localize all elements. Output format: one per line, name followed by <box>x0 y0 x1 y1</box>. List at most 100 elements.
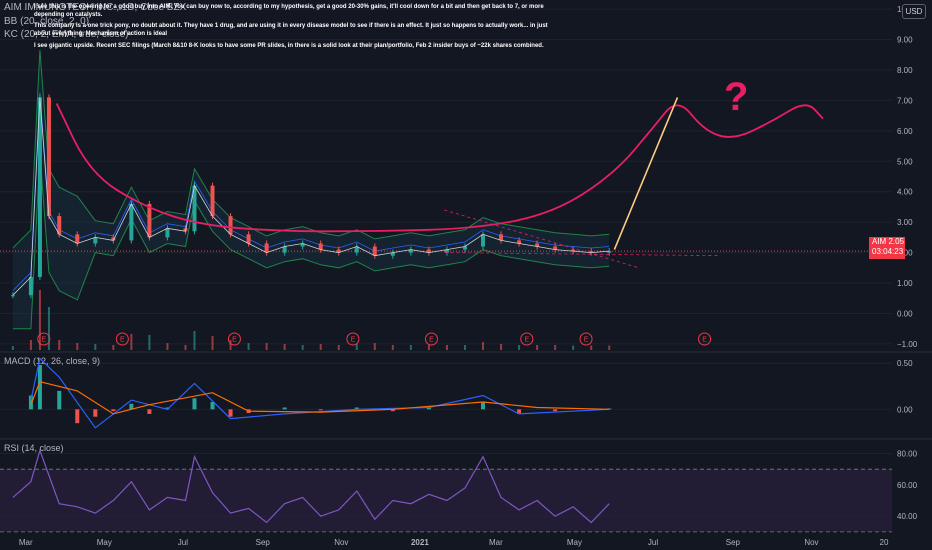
price-tick-label: 10 <box>897 5 906 14</box>
price-tag-countdown: 03:04:23 <box>872 247 904 256</box>
time-tick-label: Nov <box>804 538 818 547</box>
macd-histogram-bar <box>480 401 485 410</box>
candle-body <box>480 234 485 247</box>
volume-bar <box>29 340 32 350</box>
price-tick-label: 1.00 <box>897 279 913 288</box>
macd-histogram-bar <box>129 403 134 410</box>
candle-body <box>264 243 269 253</box>
candle-body <box>607 251 612 253</box>
candle-body <box>300 243 305 247</box>
grid-lines <box>0 8 932 517</box>
volume-bar <box>554 345 557 350</box>
time-tick-label: Mar <box>19 538 33 547</box>
rsi-title: RSI (14, close) <box>4 443 64 453</box>
volume-bar <box>590 345 593 350</box>
time-tick-label: May <box>567 538 582 547</box>
candle-body <box>553 246 558 250</box>
earnings-marker <box>346 332 360 346</box>
price-tick-label: 0.00 <box>897 309 913 318</box>
candle-body <box>192 185 197 232</box>
volume-bar <box>265 343 268 350</box>
time-tick-label: May <box>97 538 112 547</box>
volume-bar <box>391 345 394 350</box>
candle-body <box>408 249 413 253</box>
annotation-note-3: I see gigantic upside. Recent SEC filing… <box>34 43 544 49</box>
rsi-line <box>12 448 610 524</box>
volume-bar <box>337 345 340 350</box>
earnings-marker-label: E <box>524 337 529 344</box>
volume-bar <box>112 345 115 350</box>
price-tick-label: 4.00 <box>897 188 913 197</box>
kc-lower-line <box>12 153 610 330</box>
volume-bar <box>94 344 97 350</box>
price-tag-price: 2.05 <box>888 237 905 246</box>
candle-body <box>318 243 323 250</box>
price-axis[interactable]: 10 9.00 8.00 7.00 6.00 5.00 4.00 3.00 2.00 1.00 0.… <box>897 5 918 521</box>
volume-bar <box>184 345 187 350</box>
candle-body <box>462 246 467 250</box>
candle-body <box>535 243 540 247</box>
currency-badge[interactable]: USD <box>902 4 926 19</box>
macd-title: MACD (12, 26, close, 9) <box>4 356 100 366</box>
time-tick-label: Sep <box>256 538 271 547</box>
earnings-marker <box>579 332 593 346</box>
time-axis[interactable]: Mar May Jul Sep Nov 2021 Mar May Jul Sep Nov 20 <box>19 538 889 547</box>
earnings-marker <box>37 332 51 346</box>
candle-body <box>28 276 33 296</box>
volume-bar <box>608 345 611 350</box>
volume-bar <box>76 343 79 350</box>
rsi-tick-label: 60.00 <box>897 481 918 490</box>
symbol-legend[interactable]: AIM IMMUNOTECH INC., 1D, Cboe BZX <box>4 2 187 13</box>
projection-arrow <box>613 97 679 250</box>
macd-line <box>30 357 610 429</box>
bollinger-keltner-bands <box>0 50 892 330</box>
macd-histogram-bar <box>607 408 612 410</box>
macd-histogram-bar <box>228 409 233 417</box>
volume-bar <box>283 344 286 350</box>
earnings-marker-label: E <box>41 337 46 344</box>
macd-histogram-bar <box>37 365 42 410</box>
macd-pane: MACD (12, 26, close, 9) <box>4 356 612 429</box>
volume-bar <box>427 345 430 350</box>
projection-curve <box>55 102 824 233</box>
signal-line <box>30 380 610 415</box>
earnings-marker-label: E <box>429 337 434 344</box>
candle-body <box>37 97 42 277</box>
kc-legend[interactable]: KC (20, 2, EMA, true, close) <box>4 29 129 40</box>
candle-body <box>46 97 51 217</box>
price-tick-label: 9.00 <box>897 36 913 45</box>
rsi-tick-label: 80.00 <box>897 450 918 459</box>
candle-body <box>93 237 98 244</box>
macd-histogram-bar <box>192 398 197 410</box>
time-tick-label: 2021 <box>411 538 429 547</box>
volume-bar <box>445 345 448 350</box>
volume-bar <box>229 340 232 350</box>
macd-histogram-bar <box>553 409 558 412</box>
earnings-marker <box>115 332 129 346</box>
candle-body <box>111 237 116 241</box>
volume-bar <box>47 307 50 350</box>
candle-body <box>246 234 251 244</box>
price-tick-label: 6.00 <box>897 127 913 136</box>
time-tick-label: Jul <box>178 538 188 547</box>
earnings-marker-label: E <box>702 337 707 344</box>
volume-bars <box>11 290 611 350</box>
candle-body <box>165 228 170 238</box>
volume-bar <box>373 343 376 350</box>
volume-bar <box>148 335 151 350</box>
candle-body <box>210 185 215 217</box>
candle-body <box>426 249 431 253</box>
candle-body <box>147 203 152 238</box>
volume-bar <box>536 345 539 350</box>
kc-upper-line <box>12 50 610 249</box>
projection-drawing <box>55 97 824 269</box>
annotation-note-1: I see this is the opening for a good buy… <box>34 4 544 18</box>
candle-body <box>444 249 449 253</box>
candle-body <box>517 240 522 244</box>
volume-bar <box>572 345 575 350</box>
price-tick-label: 8.00 <box>897 66 913 75</box>
bb-legend[interactable]: BB (20, close, 2, 0) <box>4 16 90 27</box>
candle-body <box>10 295 15 297</box>
volume-bar <box>301 345 304 350</box>
